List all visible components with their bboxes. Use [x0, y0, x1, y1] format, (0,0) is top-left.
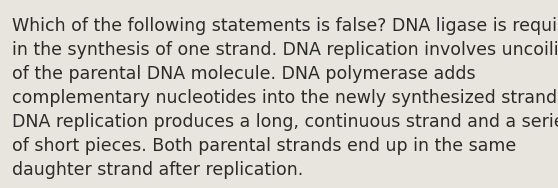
- Text: of short pieces. Both parental strands end up in the same: of short pieces. Both parental strands e…: [12, 137, 517, 155]
- Text: complementary nucleotides into the newly synthesized strand.: complementary nucleotides into the newly…: [12, 89, 558, 107]
- Text: DNA replication produces a long, continuous strand and a series: DNA replication produces a long, continu…: [12, 113, 558, 131]
- Text: in the synthesis of one strand. DNA replication involves uncoiling: in the synthesis of one strand. DNA repl…: [12, 41, 558, 59]
- Text: daughter strand after replication.: daughter strand after replication.: [12, 161, 304, 179]
- Text: Which of the following statements is false? DNA ligase is required: Which of the following statements is fal…: [12, 17, 558, 35]
- Text: of the parental DNA molecule. DNA polymerase adds: of the parental DNA molecule. DNA polyme…: [12, 65, 476, 83]
